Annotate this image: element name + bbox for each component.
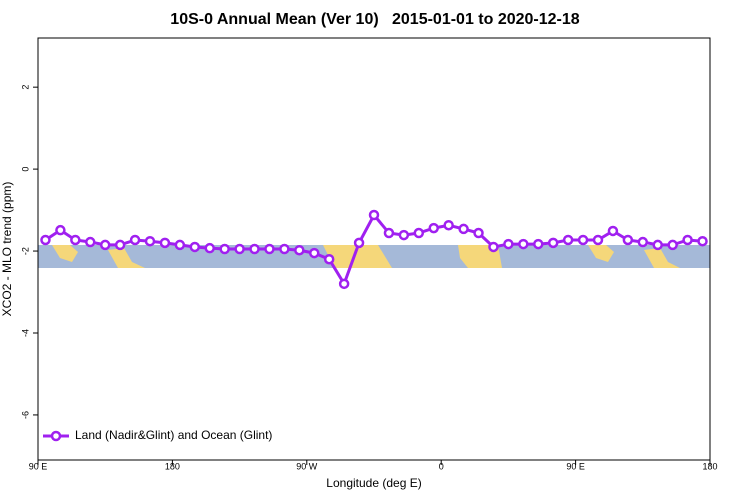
y-tick-label: -4 (20, 329, 30, 337)
point (562, 234, 574, 246)
point (338, 278, 350, 290)
land (644, 248, 680, 268)
point (443, 219, 454, 231)
point (144, 235, 156, 247)
y-tick-label: -6 (20, 411, 30, 419)
plot-frame (37, 37, 711, 461)
point (70, 234, 81, 246)
point (413, 227, 425, 239)
point (652, 239, 663, 251)
point (383, 227, 395, 239)
y-axis-label: XCO2 - MLO trend (ppm) (0, 182, 14, 317)
y-tick-label: -2 (20, 247, 30, 255)
point (353, 237, 365, 249)
point (309, 247, 320, 259)
point (428, 222, 439, 234)
point (234, 243, 245, 255)
point (279, 243, 290, 255)
map-band (38, 245, 710, 268)
point (503, 238, 514, 250)
point (114, 239, 126, 251)
x-tick-label: 90 E (29, 461, 48, 471)
land (323, 245, 392, 268)
x-tick-label: 90 E (566, 461, 585, 471)
point (458, 223, 469, 235)
point (99, 239, 111, 251)
point (294, 244, 305, 256)
point (518, 238, 529, 250)
point (533, 238, 544, 250)
legend-text: Land (Nadir&Glint) and Ocean (Glint) (75, 428, 272, 442)
point (607, 225, 619, 237)
point (697, 235, 708, 247)
point (398, 229, 410, 241)
point (577, 234, 589, 246)
point (368, 209, 380, 221)
point (547, 237, 559, 249)
y-tick-label: 0 (20, 167, 30, 172)
point (488, 241, 499, 253)
land (52, 245, 78, 262)
point (264, 243, 275, 255)
x-tick-label: 90 W (296, 461, 318, 471)
point (323, 253, 335, 265)
point (159, 237, 171, 249)
point (473, 227, 484, 239)
x-axis-label: Longitude (deg E) (326, 476, 421, 490)
legend-marker (50, 430, 62, 442)
point (129, 234, 141, 246)
point (204, 242, 215, 254)
point (40, 234, 51, 246)
point (682, 234, 693, 246)
y-tick-label: 2 (20, 85, 30, 90)
chart-title: 10S-0 Annual Mean (Ver 10) 2015-01-01 to… (170, 11, 579, 28)
x-tick-label: 180 (165, 461, 180, 471)
point (189, 241, 201, 253)
point (249, 243, 260, 255)
x-tick-label: 0 (439, 461, 444, 471)
point (592, 234, 604, 246)
point (55, 224, 66, 236)
point (85, 236, 96, 248)
point (637, 236, 649, 248)
point (219, 243, 230, 255)
point (667, 239, 678, 251)
point (174, 239, 186, 251)
land (108, 248, 145, 268)
land (588, 245, 614, 262)
point (622, 234, 634, 246)
x-tick-label: 180 (702, 461, 717, 471)
